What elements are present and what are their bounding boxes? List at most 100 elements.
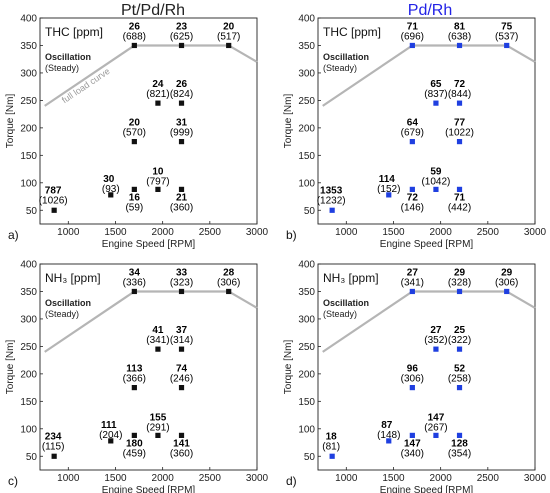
data-point [433,186,439,192]
data-point [409,186,415,192]
oscillation-value: 29 [454,267,466,278]
steady-value: (360) [170,202,193,213]
x-axis-label: Engine Speed [RPM] [102,485,196,493]
steady-value: (797) [146,176,169,187]
oscillation-value: 23 [176,21,188,32]
oscillation-value: 75 [501,21,513,32]
data-point [155,100,161,106]
data-point [108,438,114,444]
steady-value: (93) [102,184,120,195]
oscillation-value: 27 [430,325,442,336]
oscillation-value: 141 [173,438,190,449]
steady-value: (328) [448,277,471,288]
steady-value: (323) [170,277,193,288]
x-axis-label: Engine Speed [RPM] [102,239,196,250]
steady-value: (341) [401,277,424,288]
oscillation-value: 24 [152,79,164,90]
data-point [178,288,185,295]
steady-value: (824) [170,89,193,100]
oscillation-value: 147 [404,438,421,449]
y-tick-label: 100 [20,178,37,189]
y-tick-label: 350 [20,287,37,298]
data-point [226,42,232,49]
oscillation-value: 25 [454,325,466,336]
data-point [409,288,415,295]
oscillation-value: 27 [407,267,419,278]
y-tick-label: 50 [304,206,316,217]
oscillation-value: 87 [381,420,393,431]
steady-legend: (Steady) [323,309,357,319]
steady-value: (306) [217,277,240,288]
data-point [409,385,415,391]
y-tick-label: 100 [298,178,315,189]
panels: 1000 1500 2000 2500 3000 50 100 150 200 250 300 350… [5,14,547,493]
oscillation-value: 33 [176,267,188,278]
steady-value: (517) [217,31,240,42]
y-tick-label: 50 [26,452,38,463]
steady-value: (314) [170,335,193,346]
x-tick-label: 1500 [382,227,405,238]
pollutant-label: NH₃ [ppm] [323,271,379,285]
data-point [51,453,57,459]
y-tick-label: 200 [20,369,37,380]
x-tick-label: 3000 [524,227,547,238]
steady-value: (340) [401,448,424,459]
x-tick-label: 1500 [104,473,127,484]
steady-value: (148) [377,430,400,441]
y-tick-label: 150 [20,397,37,408]
steady-value: (1026) [39,195,68,206]
steady-value: (570) [123,128,146,139]
data-point [51,207,57,213]
data-point [131,288,137,295]
oscillation-value: 111 [101,420,117,431]
y-tick-label: 350 [20,41,37,52]
panel-label: d) [286,474,297,488]
y-tick-label: 250 [298,96,315,107]
y-axis-label: Torque [Nm] [5,94,16,149]
data-point [329,207,335,213]
oscillation-legend: Oscillation [323,298,369,308]
steady-value: (1022) [445,128,474,139]
steady-value: (366) [123,374,146,385]
data-point [178,186,185,192]
x-tick-label: 1000 [335,227,358,238]
x-tick-label: 2000 [430,227,453,238]
data-point [456,100,463,106]
oscillation-value: 81 [454,21,466,32]
x-tick-label: 2500 [199,473,222,484]
steady-legend: (Steady) [45,309,79,319]
oscillation-value: 26 [176,79,188,90]
x-axis-label: Engine Speed [RPM] [380,239,474,250]
panel-label: b) [286,228,297,242]
oscillation-value: 1353 [320,185,343,196]
oscillation-value: 18 [326,431,338,442]
x-tick-label: 2500 [477,227,500,238]
data-point [178,139,185,145]
y-tick-label: 350 [298,287,315,298]
x-tick-label: 3000 [524,473,547,484]
plot-frame [39,17,258,225]
steady-value: (306) [495,277,518,288]
y-tick-label: 200 [298,369,315,380]
panel-label: a) [8,228,19,242]
oscillation-value: 147 [428,412,445,423]
oscillation-value: 155 [150,412,167,423]
pollutant-label: NH₃ [ppm] [45,271,101,285]
oscillation-value: 41 [152,325,164,336]
oscillation-value: 37 [176,325,188,336]
y-tick-label: 200 [298,123,315,134]
steady-value: (688) [123,31,146,42]
data-point [131,432,137,438]
pollutant-label: THC [ppm] [323,25,381,39]
data-point [178,346,185,352]
steady-legend: (Steady) [45,63,79,73]
pollutant-label: THC [ppm] [45,25,103,39]
y-axis-label: Torque [Nm] [5,340,16,395]
steady-value: (459) [123,448,146,459]
oscillation-value: 31 [176,118,188,129]
oscillation-legend: Oscillation [45,52,91,62]
y-tick-label: 200 [20,123,37,134]
steady-value: (204) [99,430,122,441]
data-point [155,346,161,352]
y-tick-label: 300 [298,314,315,325]
